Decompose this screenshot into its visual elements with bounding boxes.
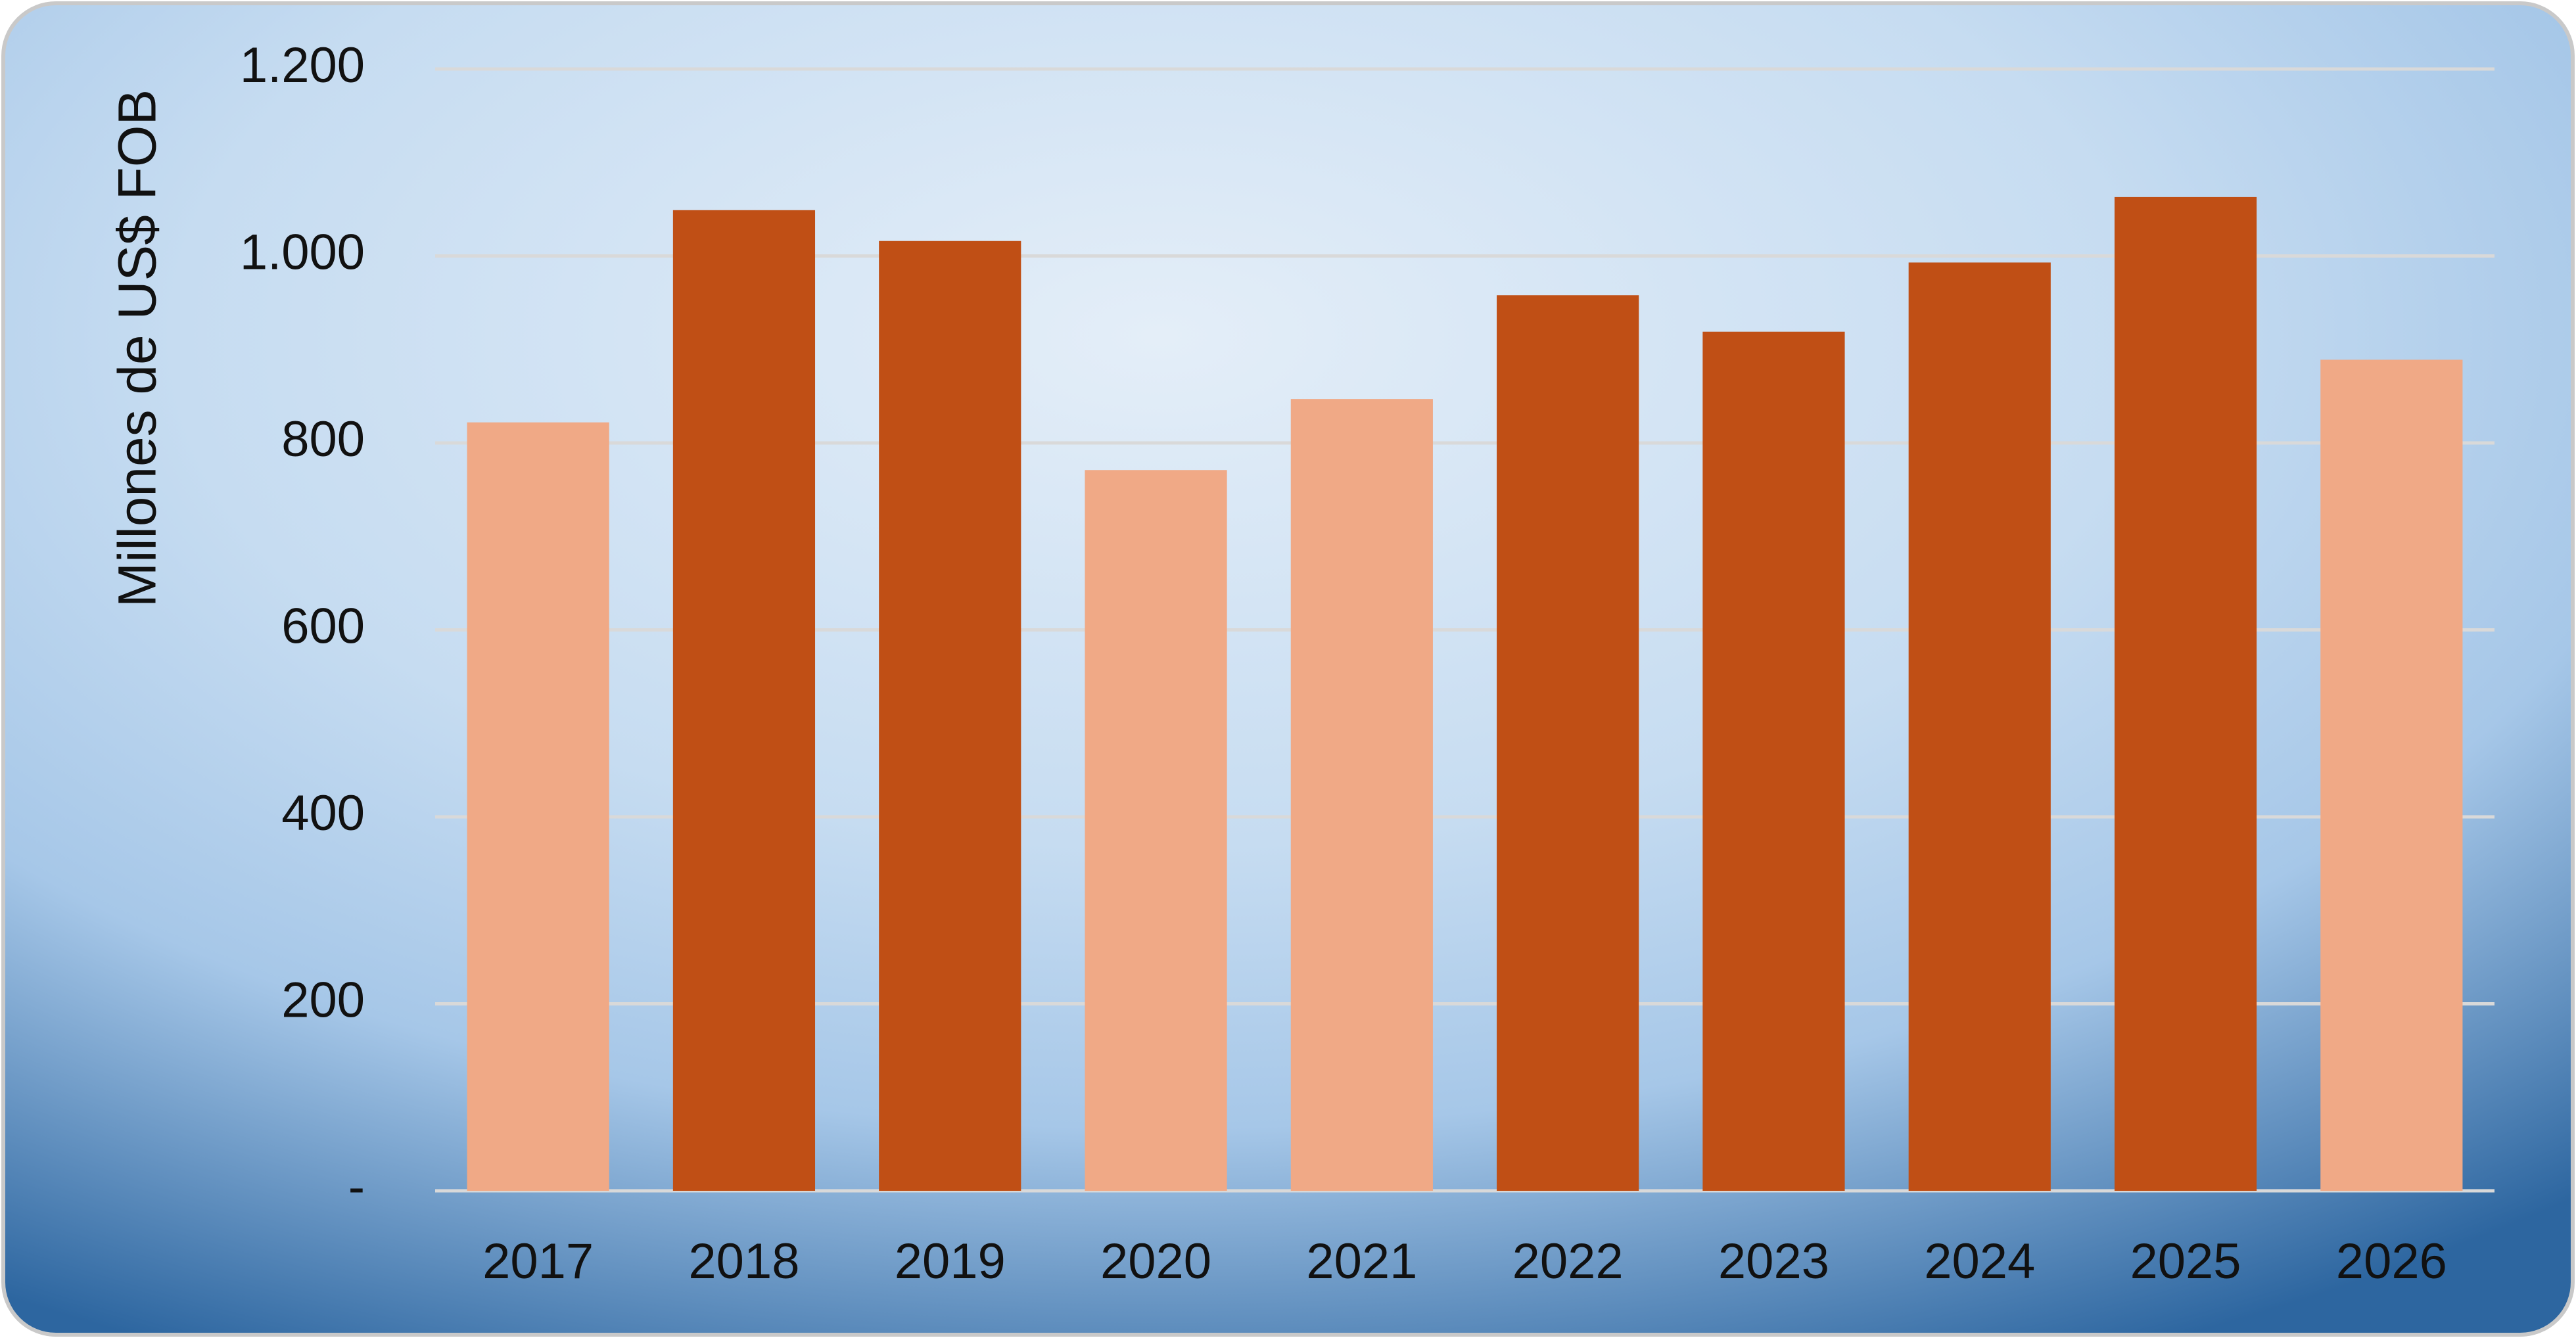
bar bbox=[1908, 262, 2051, 1191]
x-tick-label: 2023 bbox=[1718, 1234, 1829, 1289]
y-tick-label: 400 bbox=[281, 785, 365, 841]
bar bbox=[467, 422, 609, 1191]
x-tick-label: 2024 bbox=[1924, 1234, 2035, 1289]
bar bbox=[879, 241, 1021, 1191]
bar bbox=[1085, 470, 1227, 1191]
x-tick-label: 2026 bbox=[2336, 1234, 2447, 1289]
y-tick-label: 1.200 bbox=[240, 37, 365, 93]
x-tick-label: 2020 bbox=[1100, 1234, 1211, 1289]
bar bbox=[672, 210, 816, 1191]
y-tick-label: 1.000 bbox=[240, 225, 365, 281]
y-tick-label: 200 bbox=[281, 973, 365, 1028]
bar bbox=[1702, 331, 1845, 1191]
x-tick-label: 2022 bbox=[1512, 1234, 1624, 1289]
bar bbox=[1290, 399, 1433, 1191]
y-tick-label: - bbox=[348, 1159, 365, 1215]
y-axis-label: Millones de US$ FOB bbox=[108, 89, 168, 607]
x-tick-label: 2018 bbox=[688, 1234, 799, 1289]
y-tick-label: 600 bbox=[281, 599, 365, 655]
y-tick-label: 800 bbox=[281, 411, 365, 467]
bar bbox=[2114, 196, 2257, 1191]
bar bbox=[2320, 359, 2463, 1191]
x-tick-label: 2019 bbox=[895, 1234, 1006, 1289]
x-tick-label: 2025 bbox=[2130, 1234, 2241, 1289]
x-tick-label: 2017 bbox=[482, 1234, 594, 1289]
x-tick-label: 2021 bbox=[1306, 1234, 1417, 1289]
bar bbox=[1497, 295, 1639, 1191]
